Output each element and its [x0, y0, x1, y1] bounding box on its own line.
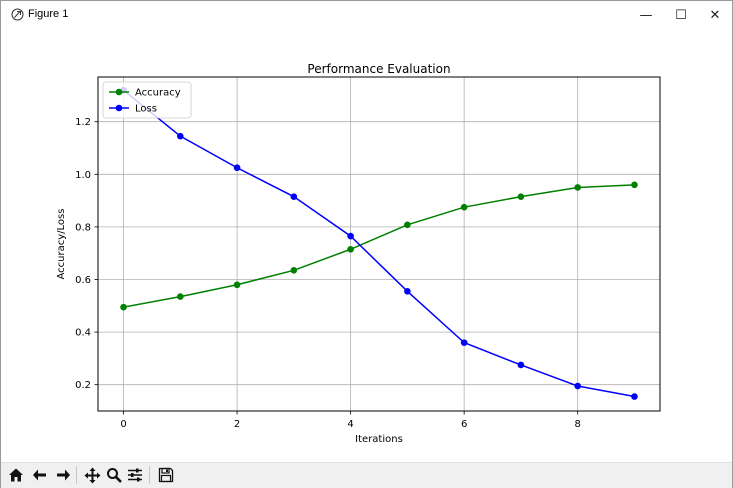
x-axis-label: Iterations — [355, 434, 403, 445]
accuracy-point — [177, 293, 184, 300]
accuracy-point — [347, 245, 354, 253]
y-tick-label: 0.8 — [75, 222, 91, 233]
toolbar-separator — [149, 466, 150, 484]
legend-loss-marker — [115, 104, 123, 112]
close-icon: ✕ — [709, 7, 721, 23]
loss-point — [631, 393, 638, 400]
loss-line — [123, 89, 635, 398]
close-button[interactable]: ✕ — [698, 1, 732, 29]
zoom-icon — [107, 468, 122, 483]
accuracy-point — [574, 184, 581, 191]
home-button[interactable] — [6, 465, 26, 485]
maximize-button[interactable]: ☐ — [664, 1, 698, 29]
legend-accuracy-label: Accuracy — [135, 88, 181, 99]
back-arrow-icon — [33, 469, 46, 481]
title-bar[interactable]: Figure 1 — ☐ ✕ — [1, 1, 732, 29]
save-button[interactable] — [156, 465, 176, 485]
legend: Accuracy Loss — [102, 81, 192, 119]
configure-subplots-button[interactable] — [125, 465, 145, 485]
home-icon — [9, 468, 23, 482]
loss-point — [460, 339, 468, 346]
accuracy-point — [517, 193, 525, 200]
app-icon — [11, 8, 24, 21]
toolbar-separator — [76, 466, 77, 484]
accuracy-point — [290, 266, 298, 274]
loss-point — [347, 232, 354, 240]
loss-point — [290, 193, 298, 200]
y-tick-label: 1.2 — [75, 117, 91, 128]
loss-point — [574, 382, 581, 390]
x-tick-label: 0 — [120, 419, 126, 430]
back-button[interactable] — [30, 465, 50, 485]
loss-point — [233, 164, 241, 172]
y-tick-label: 0.2 — [75, 380, 91, 391]
loss-point — [517, 361, 525, 369]
accuracy-line — [123, 184, 635, 308]
x-tick-label: 8 — [574, 419, 580, 430]
forward-button[interactable] — [53, 465, 73, 485]
accuracy-point — [120, 303, 127, 311]
line-chart: 0 2 4 6 8 0.2 0.4 0.6 0.8 1.0 1.2 Performance Eval… — [56, 62, 661, 445]
save-icon — [158, 467, 174, 483]
accuracy-point — [404, 221, 411, 229]
y-tick-label: 0.6 — [75, 275, 91, 286]
y-axis-label: Accuracy/Loss — [56, 209, 67, 280]
window-title: Figure 1 — [28, 8, 69, 20]
pan-button[interactable] — [82, 465, 102, 485]
maximize-icon: ☐ — [675, 7, 687, 23]
figure-canvas: 0 2 4 6 8 0.2 0.4 0.6 0.8 1.0 1.2 Performance Eval… — [6, 39, 728, 461]
accuracy-point — [460, 203, 468, 211]
x-tick-label: 4 — [347, 419, 353, 430]
forward-arrow-icon — [57, 469, 70, 481]
y-tick-label: 1.0 — [75, 170, 91, 181]
minimize-icon: — — [639, 7, 653, 23]
navigation-toolbar — [1, 462, 732, 488]
x-tick-label: 2 — [234, 419, 240, 430]
minimize-button[interactable]: — — [629, 1, 663, 29]
pan-icon — [84, 467, 100, 483]
accuracy-point — [631, 181, 638, 189]
x-tick-label: 6 — [461, 419, 467, 430]
accuracy-point — [233, 281, 241, 289]
zoom-button[interactable] — [104, 465, 124, 485]
loss-point — [177, 132, 184, 140]
plot-frame — [97, 76, 661, 412]
configure-subplots-icon — [128, 468, 142, 482]
loss-point — [404, 288, 411, 295]
legend-accuracy-marker — [115, 88, 123, 96]
chart-title: Performance Evaluation — [307, 62, 450, 76]
legend-loss-label: Loss — [135, 104, 157, 115]
legend-box — [102, 81, 192, 119]
y-tick-label: 0.4 — [75, 328, 91, 339]
